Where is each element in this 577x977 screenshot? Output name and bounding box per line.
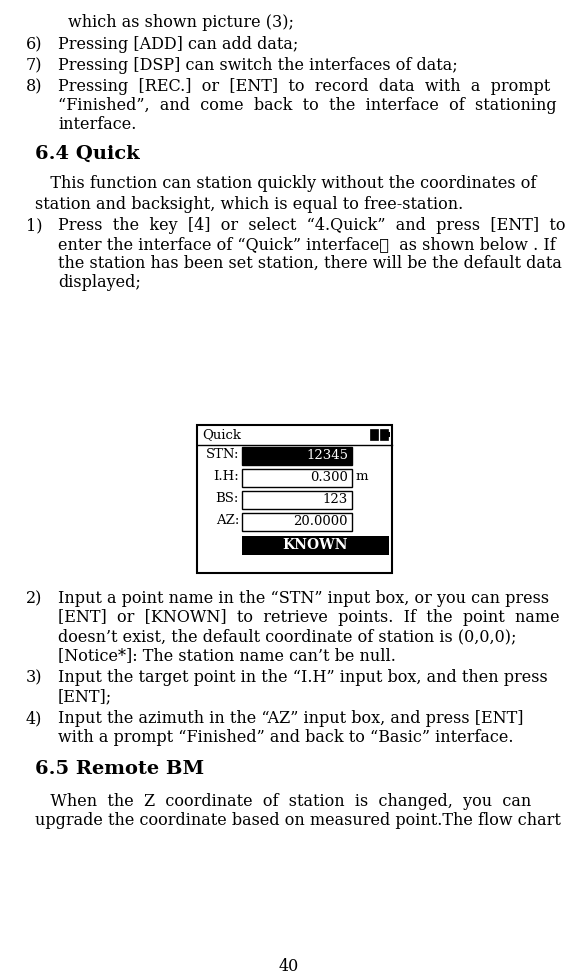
Text: 12345: 12345 <box>306 449 348 462</box>
Text: This function can station quickly without the coordinates of: This function can station quickly withou… <box>35 175 537 192</box>
Text: [Notice*]: The station name can’t be null.: [Notice*]: The station name can’t be nul… <box>58 647 396 664</box>
Text: 20.0000: 20.0000 <box>294 515 348 528</box>
Text: STN:: STN: <box>205 448 239 461</box>
Text: 6): 6) <box>26 36 43 53</box>
Text: with a prompt “Finished” and back to “Basic” interface.: with a prompt “Finished” and back to “Ba… <box>58 729 514 746</box>
Text: I.H:: I.H: <box>213 470 239 483</box>
Text: 6.4 Quick: 6.4 Quick <box>35 145 140 163</box>
Text: Pressing [ADD] can add data;: Pressing [ADD] can add data; <box>58 36 298 53</box>
Text: displayed;: displayed; <box>58 274 141 291</box>
Text: KNOWN: KNOWN <box>283 538 349 552</box>
Text: 40: 40 <box>278 958 299 975</box>
Text: 4): 4) <box>26 710 42 727</box>
Text: m: m <box>356 470 369 483</box>
Text: [ENT]  or  [KNOWN]  to  retrieve  points.  If  the  point  name: [ENT] or [KNOWN] to retrieve points. If … <box>58 609 560 626</box>
Text: doesn’t exist, the default coordinate of station is (0,0,0);: doesn’t exist, the default coordinate of… <box>58 628 516 645</box>
Text: interface.: interface. <box>58 116 136 133</box>
Text: 2): 2) <box>26 590 42 607</box>
Text: upgrade the coordinate based on measured point.The flow chart: upgrade the coordinate based on measured… <box>35 812 561 829</box>
Bar <box>242 469 352 487</box>
Bar <box>388 432 390 437</box>
Text: 0.300: 0.300 <box>310 471 348 484</box>
Text: Quick: Quick <box>202 428 241 441</box>
Text: Pressing  [REC.]  or  [ENT]  to  record  data  with  a  prompt: Pressing [REC.] or [ENT] to record data … <box>58 78 550 95</box>
Bar <box>242 513 352 531</box>
Text: Pressing [DSP] can switch the interfaces of data;: Pressing [DSP] can switch the interfaces… <box>58 57 458 74</box>
Text: AZ:: AZ: <box>216 514 239 527</box>
Bar <box>242 447 352 465</box>
Bar <box>370 429 378 440</box>
Bar <box>242 491 352 509</box>
Bar <box>242 536 389 555</box>
Bar <box>380 429 388 440</box>
Text: which as shown picture (3);: which as shown picture (3); <box>68 14 294 31</box>
Text: BS:: BS: <box>216 492 239 505</box>
Text: Input the azimuth in the “AZ” input box, and press [ENT]: Input the azimuth in the “AZ” input box,… <box>58 710 523 727</box>
Text: When  the  Z  coordinate  of  station  is  changed,  you  can: When the Z coordinate of station is chan… <box>35 793 531 810</box>
Text: “Finished”,  and  come  back  to  the  interface  of  stationing: “Finished”, and come back to the interfa… <box>58 97 557 114</box>
Text: 6.5 Remote BM: 6.5 Remote BM <box>35 760 204 778</box>
Text: 1): 1) <box>26 217 43 234</box>
Text: enter the interface of “Quick” interface，  as shown below . If: enter the interface of “Quick” interface… <box>58 236 556 253</box>
Text: the station has been set station, there will be the default data: the station has been set station, there … <box>58 255 562 272</box>
Text: 3): 3) <box>26 669 43 686</box>
Text: station and backsight, which is equal to free-station.: station and backsight, which is equal to… <box>35 196 463 213</box>
Text: Press  the  key  [4]  or  select  “4.Quick”  and  press  [ENT]  to: Press the key [4] or select “4.Quick” an… <box>58 217 565 234</box>
Text: 8): 8) <box>26 78 43 95</box>
Text: [ENT];: [ENT]; <box>58 688 113 705</box>
Text: 7): 7) <box>26 57 43 74</box>
Bar <box>197 425 392 573</box>
Text: 123: 123 <box>323 493 348 506</box>
Text: Input a point name in the “STN” input box, or you can press: Input a point name in the “STN” input bo… <box>58 590 549 607</box>
Text: Input the target point in the “I.H” input box, and then press: Input the target point in the “I.H” inpu… <box>58 669 548 686</box>
